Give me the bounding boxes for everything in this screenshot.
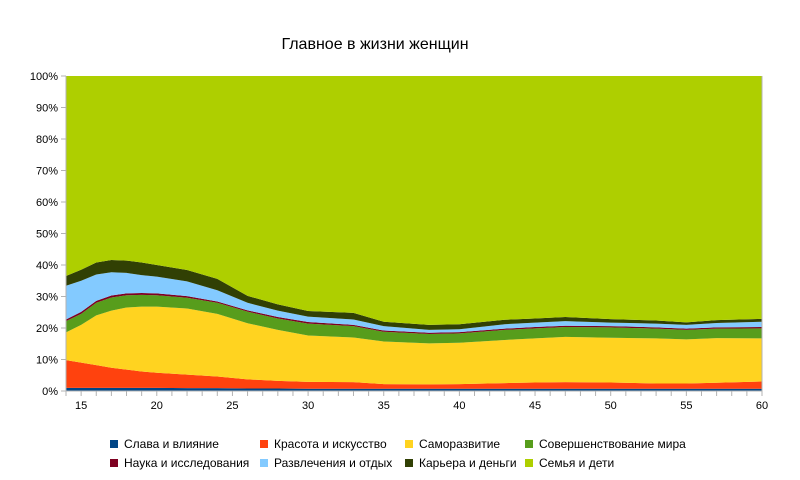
x-tick-label: 60 [756, 400, 768, 412]
y-tick-label: 40% [36, 260, 58, 272]
area-series-7 [66, 259, 762, 330]
y-tick-label: 0% [42, 386, 58, 398]
x-tick-label: 45 [529, 400, 541, 412]
legend-label: Развлечения и отдых [274, 456, 393, 470]
y-tick-label: 100% [30, 71, 58, 83]
legend-swatch [110, 440, 118, 448]
y-tick-label: 50% [36, 229, 58, 241]
area-series-6 [66, 272, 762, 333]
legend-item: Саморазвитие [405, 437, 500, 451]
chart-title: Главное в жизни женщин [281, 36, 469, 53]
legend-label: Совершенствование мира [539, 437, 686, 451]
legend-item: Слава и влияние [110, 437, 219, 451]
y-tick-label: 20% [36, 323, 58, 335]
x-tick-label: 30 [302, 400, 314, 412]
x-tick-label: 40 [453, 400, 465, 412]
y-tick-label: 90% [36, 103, 58, 115]
y-tick-label: 30% [36, 292, 58, 304]
area-series-2 [66, 360, 762, 389]
legend-item: Совершенствование мира [525, 437, 686, 451]
x-tick-label: 35 [378, 400, 390, 412]
legend-label: Саморазвитие [419, 437, 501, 451]
area-series-1 [66, 387, 762, 391]
legend-swatch [110, 459, 118, 467]
y-tick-label: 80% [36, 134, 58, 146]
area-series-4 [66, 294, 762, 344]
legend-label: Слава и влияние [124, 437, 219, 451]
legend-label: Семья и дети [539, 456, 615, 470]
legend-item: Красота и искусство [260, 437, 387, 451]
legend-swatch [405, 459, 413, 467]
y-tick-label: 10% [36, 355, 58, 367]
x-tick-label: 15 [75, 400, 87, 412]
legend-label: Красота и искусство [274, 437, 387, 451]
x-tick-label: 20 [151, 400, 163, 412]
area-series-3 [66, 306, 762, 385]
area-series-8 [66, 76, 762, 325]
legend-swatch [405, 440, 413, 448]
legend-item: Наука и исследования [110, 456, 249, 470]
y-tick-label: 70% [36, 166, 58, 178]
x-tick-label: 55 [680, 400, 692, 412]
legend-item: Карьера и деньги [405, 456, 517, 470]
x-tick-label: 50 [605, 400, 617, 412]
legend-swatch [260, 459, 268, 467]
legend-swatch [260, 440, 268, 448]
legend-swatch [525, 440, 533, 448]
y-tick-label: 60% [36, 197, 58, 209]
legend-item: Развлечения и отдых [260, 456, 392, 470]
legend-swatch [525, 459, 533, 467]
legend-label: Карьера и деньги [419, 456, 517, 470]
legend-item: Семья и дети [525, 456, 614, 470]
x-tick-label: 25 [226, 400, 238, 412]
legend-label: Наука и исследования [124, 456, 250, 470]
